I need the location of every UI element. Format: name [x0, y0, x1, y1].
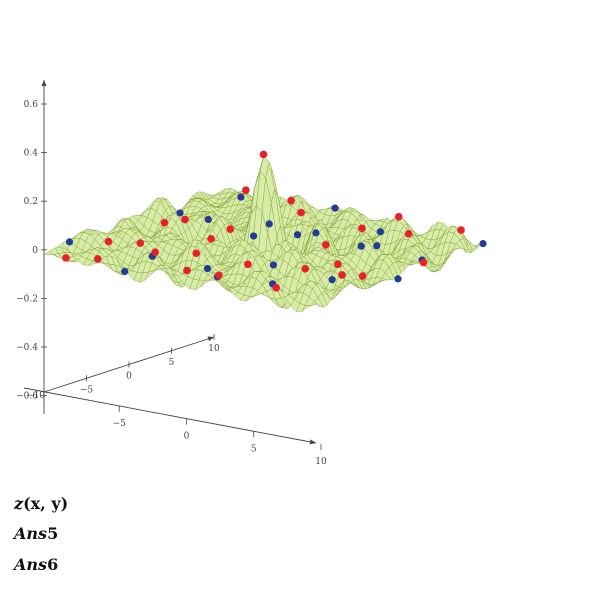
y-axis-arrow [207, 336, 214, 342]
legend-ans5-name: Ans [14, 524, 48, 543]
minimum-marker [203, 264, 212, 273]
minimum-marker [237, 193, 245, 201]
surface-plot: 0.6 0.4 0.2 0 −0.2 −0.4 −0.6 −5 0 5 10 −5 0 5 10 −10 [16, 80, 487, 467]
maximum-marker [259, 150, 268, 159]
z-tick-label: −0.4 [16, 343, 38, 353]
maximum-marker [62, 254, 70, 262]
maximum-marker [287, 196, 295, 205]
maximum-marker [358, 272, 367, 280]
maximum-marker [322, 241, 330, 249]
minimum-marker [331, 204, 339, 212]
maximum-marker [226, 225, 235, 233]
maximum-marker [136, 239, 145, 247]
maximum-marker [394, 212, 403, 221]
minimum-marker [121, 267, 129, 276]
minimum-marker [373, 242, 381, 250]
z-tick-label: −0.2 [16, 294, 38, 304]
y-tick-label: 0 [126, 372, 132, 382]
minimum-marker [357, 242, 365, 250]
z-axis-arrow [41, 80, 47, 86]
minimum-marker [394, 275, 402, 283]
maximum-marker [183, 266, 191, 275]
maximum-marker [242, 186, 250, 194]
z-tick-label: 0 [32, 246, 38, 256]
minimum-marker [269, 261, 277, 269]
legend-ans6-name: Ans [14, 555, 48, 574]
maximum-marker [181, 215, 189, 224]
maximum-marker [192, 249, 201, 258]
maximum-marker [457, 226, 465, 234]
maximum-marker [215, 271, 223, 280]
y-tick-label: 5 [169, 358, 175, 368]
minimum-marker [328, 276, 336, 284]
plot-axes: 0.6 0.4 0.2 0 −0.2 −0.4 −0.6 −5 0 5 10 −5 0 5 10 −10 [16, 80, 327, 467]
minimum-marker [312, 229, 320, 237]
z-tick-label: 0.4 [24, 149, 39, 159]
maximum-marker [334, 260, 342, 269]
maximum-marker [244, 260, 252, 269]
minimum-marker [250, 232, 258, 240]
maximum-marker [272, 284, 281, 292]
z-tick-label: 0.6 [24, 100, 39, 110]
maximum-marker [358, 224, 366, 233]
minimum-marker [65, 238, 74, 246]
legend-function: z(x, y) [14, 494, 68, 513]
minimum-marker [265, 220, 273, 228]
x-axis [23, 387, 317, 444]
y-tick-label: −5 [80, 385, 94, 395]
extrema-markers [62, 150, 487, 292]
maximum-marker [94, 255, 102, 263]
surface-mesh [43, 156, 484, 312]
maximum-marker [404, 229, 413, 238]
minimum-marker [479, 240, 487, 248]
maximum-marker [301, 264, 310, 273]
legend-ans5-num: 5 [47, 524, 59, 543]
minimum-marker [176, 209, 184, 217]
minimum-marker [204, 215, 212, 224]
x-tick-label: 0 [184, 432, 190, 442]
minimum-marker [293, 231, 302, 239]
x-axis-arrow [309, 439, 316, 445]
maximum-marker [151, 248, 159, 256]
maximum-marker [338, 271, 346, 279]
legend-ans6: Ans6 [14, 555, 58, 574]
legend-ans6-num: 6 [47, 555, 59, 574]
maximum-marker [160, 218, 169, 227]
y-tick-label: 10 [208, 344, 220, 354]
x-tick-label: 5 [251, 444, 257, 454]
origin-label: −10 [26, 391, 45, 401]
surface-patch [43, 250, 54, 256]
legend-fn-name: z [14, 494, 24, 513]
maximum-marker [297, 208, 305, 217]
maximum-marker [419, 258, 428, 267]
x-tick-label: 10 [315, 457, 327, 467]
legend-fn-args: (x, y) [23, 494, 69, 513]
maximum-marker [207, 234, 215, 243]
z-tick-label: 0.2 [24, 197, 38, 207]
maximum-marker [104, 237, 113, 246]
z-tick-label: −0.6 [16, 392, 38, 402]
x-tick-label: −5 [113, 419, 127, 429]
minimum-marker [376, 228, 384, 236]
legend-ans5: Ans5 [14, 524, 58, 543]
